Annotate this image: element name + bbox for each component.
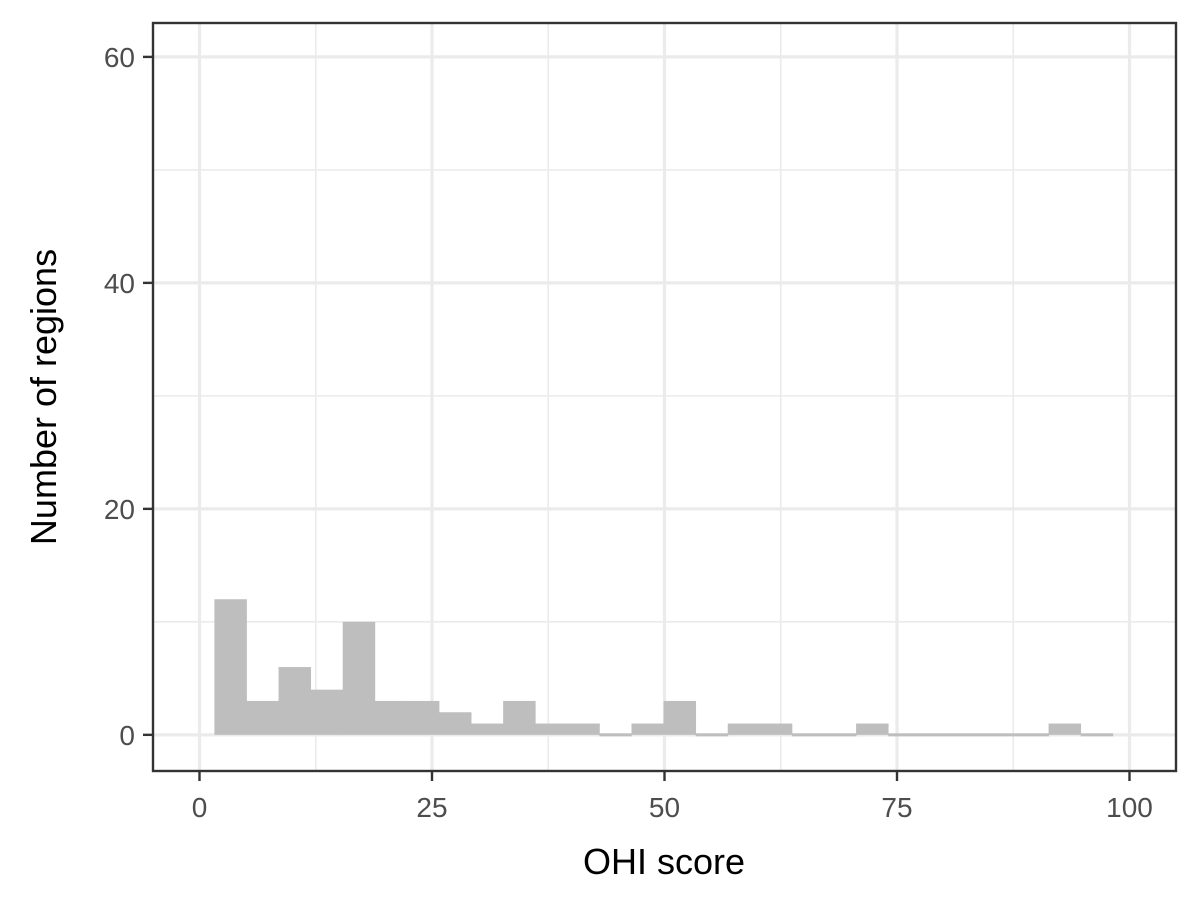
histogram-bars (214, 599, 1114, 737)
histogram-bar (438, 712, 472, 735)
grid-lines (153, 23, 1176, 771)
histogram-bar (1048, 723, 1082, 735)
x-tick-label: 75 (881, 792, 912, 823)
x-tick-label: 25 (416, 792, 447, 823)
histogram-bar (791, 733, 825, 737)
x-tick-label: 100 (1106, 792, 1153, 823)
x-tick-label: 50 (649, 792, 680, 823)
histogram-bar (310, 689, 344, 735)
histogram-bar (342, 621, 376, 735)
histogram-bar (567, 723, 600, 735)
histogram-bar (374, 700, 408, 735)
histogram-bar (1080, 733, 1114, 737)
histogram-bar (984, 733, 1017, 737)
histogram-bar (246, 700, 279, 735)
histogram-bar (759, 723, 793, 735)
histogram-bar (406, 700, 440, 735)
y-tick-label: 0 (119, 720, 135, 751)
histogram-bar (535, 723, 568, 735)
x-tick-label: 0 (192, 792, 208, 823)
histogram-bar (214, 599, 247, 735)
histogram-bar (278, 667, 312, 735)
y-tick-label: 60 (104, 42, 135, 73)
axis-ticks: 0 25 50 75 100 0 20 40 60 (104, 42, 1153, 823)
histogram-bar (663, 700, 697, 735)
histogram-bar (599, 733, 632, 737)
histogram-bar (695, 733, 729, 737)
y-tick-label: 20 (104, 494, 135, 525)
x-axis-title: OHI score (583, 841, 745, 882)
histogram-bar (631, 723, 664, 735)
histogram-bar (856, 723, 889, 735)
histogram-bar (1016, 733, 1049, 737)
histogram-bar (952, 733, 985, 737)
histogram-bar (888, 733, 921, 737)
histogram-bar (823, 733, 857, 737)
histogram-bar (920, 733, 953, 737)
histogram-bar (727, 723, 761, 735)
histogram-bar (503, 700, 536, 735)
histogram-bar (471, 723, 504, 735)
y-axis-title: Number of regions (23, 249, 64, 545)
y-tick-label: 40 (104, 268, 135, 299)
